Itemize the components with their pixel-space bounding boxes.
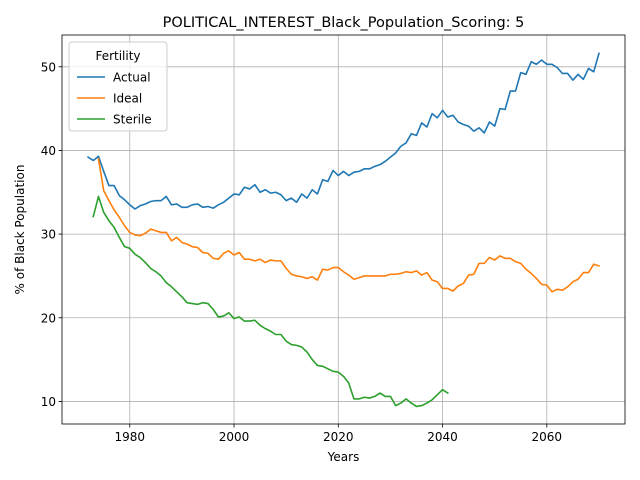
x-axis-ticks: 1980 2000 2020 2040 2060 xyxy=(114,424,562,444)
plot-area-frame xyxy=(61,34,626,425)
y-axis-title: % of Black Population xyxy=(13,165,27,295)
y-tick-label: 30 xyxy=(41,228,56,242)
y-tick-label: 20 xyxy=(41,311,56,325)
x-tick-label: 1980 xyxy=(114,430,145,444)
legend-title: Fertility xyxy=(95,49,140,63)
series-line-sterile xyxy=(92,195,449,408)
x-tick-label: 2040 xyxy=(427,430,458,444)
legend-label-actual: Actual xyxy=(113,71,151,85)
series-line-actual xyxy=(86,52,600,210)
x-axis-title: Years xyxy=(327,450,360,464)
legend-items: Actual Ideal Sterile xyxy=(77,71,152,127)
y-axis-ticks: 10 20 30 40 50 xyxy=(41,60,62,409)
chart-title: POLITICAL_INTEREST_Black_Population_Scor… xyxy=(163,15,525,31)
legend-label-sterile: Sterile xyxy=(113,113,152,127)
x-tick-label: 2000 xyxy=(219,430,250,444)
legend: Fertility Actual Ideal Sterile xyxy=(68,41,168,132)
x-tick-label: 2060 xyxy=(532,430,563,444)
x-tick-label: 2020 xyxy=(323,430,354,444)
legend-label-ideal: Ideal xyxy=(113,92,142,106)
grid-lines xyxy=(62,35,625,424)
series-line-ideal xyxy=(97,157,600,293)
y-tick-label: 50 xyxy=(41,60,56,74)
y-tick-label: 10 xyxy=(41,395,56,409)
legend-box xyxy=(68,41,168,132)
y-tick-label: 40 xyxy=(41,144,56,158)
series-lines xyxy=(86,52,600,408)
